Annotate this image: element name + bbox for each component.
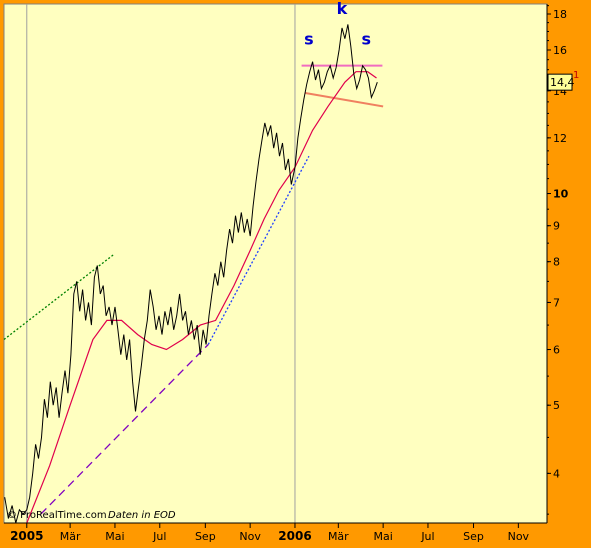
price-line — [4, 24, 378, 524]
x-tick-label: 2005 — [10, 529, 43, 543]
trendline — [3, 253, 115, 341]
x-tick-label: Mär — [60, 530, 81, 543]
x-tick-label: Mai — [373, 530, 392, 543]
source-note: Daten in EOD — [108, 510, 176, 521]
pattern-label: s — [361, 29, 371, 48]
last-value-label: 14,4 — [550, 76, 575, 89]
last-value-marker: 14,4 1 — [547, 70, 579, 91]
trendline — [207, 155, 310, 345]
y-tick-label: 9 — [553, 220, 560, 233]
x-tick-label: 2006 — [278, 529, 311, 543]
y-tick-label: 12 — [553, 132, 567, 145]
trendline — [305, 91, 384, 108]
y-tick-label: 6 — [553, 344, 560, 357]
x-tick-label: Nov — [239, 530, 261, 543]
pattern-label: k — [337, 0, 348, 18]
y-tick-label: 16 — [553, 44, 567, 57]
x-tick-label: Sep — [463, 530, 484, 543]
plot-area — [3, 3, 548, 524]
y-tick-label: 10 — [553, 188, 569, 201]
moving-average-line — [26, 71, 377, 524]
watermark: © ProRealTime.com — [7, 510, 107, 521]
x-tick-label: Jul — [420, 530, 434, 543]
y-tick-label: 8 — [553, 256, 560, 269]
last-value-suffix: 1 — [573, 70, 579, 81]
x-tick-label: Mai — [105, 530, 124, 543]
trendlines — [3, 64, 384, 515]
y-tick-label: 7 — [553, 296, 560, 309]
y-tick-label: 18 — [553, 8, 567, 21]
x-tick-label: Mär — [328, 530, 349, 543]
trendline — [40, 344, 209, 515]
pattern-label: s — [304, 29, 314, 48]
x-axis: 2005 Mär Mai Jul Sep Nov 2006 Mär Mai Jul Sep Nov — [4, 522, 547, 543]
last-value-box — [547, 73, 573, 91]
y-tick-label: 4 — [553, 467, 560, 480]
x-tick-label: Nov — [508, 530, 530, 543]
gridlines — [26, 4, 296, 523]
pattern-annotations: sks — [304, 0, 371, 48]
x-tick-label: Sep — [195, 530, 216, 543]
x-tick-label: Jul — [152, 530, 166, 543]
y-tick-label: 5 — [553, 399, 560, 412]
